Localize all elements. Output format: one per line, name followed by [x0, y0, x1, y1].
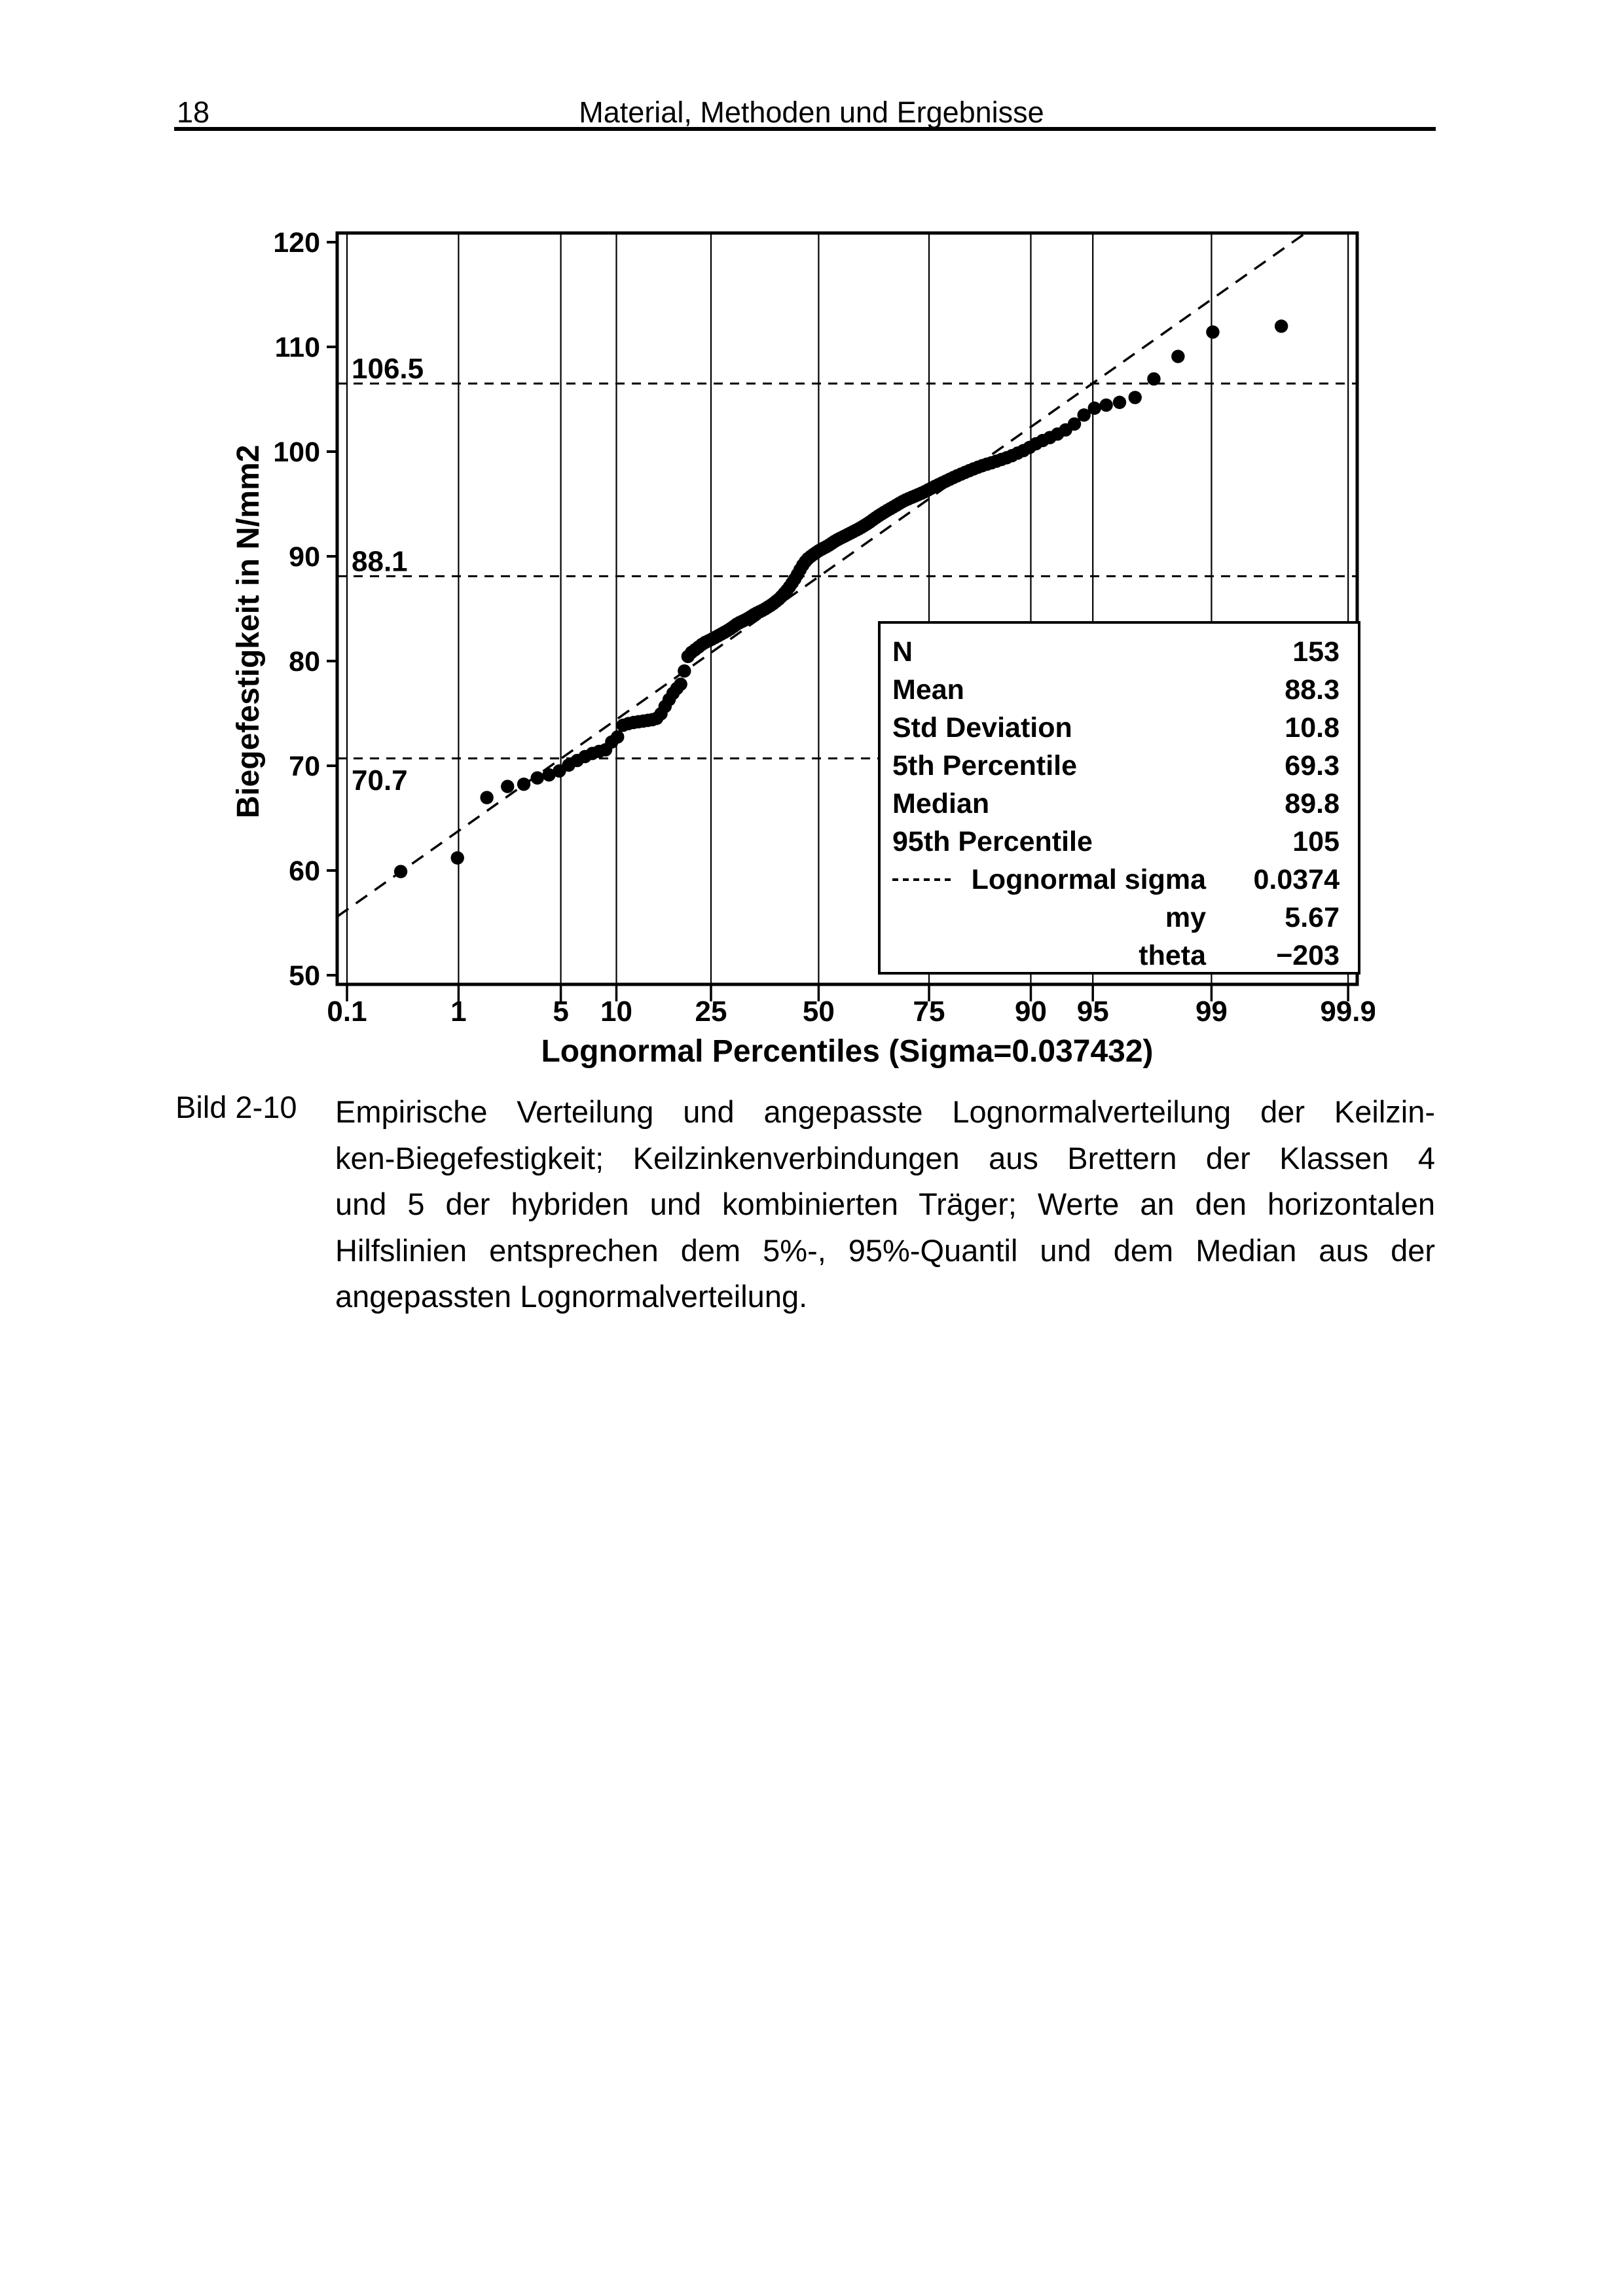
data-point	[1087, 401, 1101, 415]
caption-line: Hilfslinien entsprechen dem 5%-, 95%-Qua…	[335, 1232, 1435, 1268]
y-tick-label: 50	[289, 960, 320, 992]
x-tick-label: 99	[1195, 996, 1228, 1028]
legend-value: 105	[1292, 826, 1340, 857]
caption-line: ken-Biegefestigkeit; Keilzinkenverbindun…	[335, 1140, 1435, 1175]
guide-line-label: 70.7	[352, 764, 408, 797]
page-number: 18	[177, 96, 210, 129]
legend-label: Lognormal sigma	[972, 864, 1207, 895]
plot-frame	[335, 231, 1359, 986]
page-header-title: Material, Methoden und Ergebnisse	[579, 96, 1044, 129]
caption-line: angepassten Lognormalverteilung.	[335, 1279, 808, 1314]
legend-label: theta	[1139, 940, 1207, 971]
data-point	[393, 865, 408, 878]
x-tick-label: 25	[695, 996, 727, 1028]
x-axis-title: Lognormal Percentiles (Sigma=0.037432)	[541, 1034, 1153, 1069]
data-point	[530, 771, 544, 785]
legend-label: Median	[892, 788, 989, 819]
data-point	[1171, 350, 1185, 363]
caption-line: und 5 der hybriden und kombinierten Träg…	[335, 1187, 1435, 1221]
legend-label: 95th Percentile	[892, 826, 1093, 857]
y-tick-label: 110	[275, 332, 320, 363]
fitted-lognormal-line	[336, 232, 1307, 918]
guide-line-label: 106.5	[352, 353, 424, 385]
x-tick-label: 50	[803, 996, 835, 1028]
data-point	[1128, 391, 1142, 404]
y-tick-label: 70	[289, 751, 320, 782]
legend-label: N	[892, 636, 913, 668]
lognormal-percentile-chart: 50 60 70 80 90 100 110 120 0.1 1 5 10 25 50 75 90 95 99 99…	[231, 227, 1375, 1069]
y-tick-label: 80	[289, 646, 320, 677]
legend-label: Mean	[892, 674, 964, 706]
data-point	[1112, 395, 1127, 409]
x-tick-label: 10	[600, 996, 632, 1028]
data-point	[480, 791, 494, 804]
legend-label: 5th Percentile	[892, 750, 1077, 781]
legend-value: 10.8	[1285, 712, 1340, 744]
x-tick-label: 95	[1077, 996, 1109, 1028]
caption-line: Empirische Verteilung und angepasste Log…	[335, 1094, 1435, 1129]
legend-label: my	[1165, 902, 1206, 933]
x-tick-label: 90	[1015, 996, 1047, 1028]
data-point	[674, 677, 687, 691]
header-rule	[174, 127, 1436, 131]
x-tick-label: 5	[553, 996, 568, 1028]
legend-value: −203	[1276, 940, 1340, 971]
legend-label: Std Deviation	[892, 712, 1072, 744]
x-tick-label: 75	[913, 996, 945, 1028]
legend-value: 0.0374	[1253, 864, 1340, 895]
y-tick-label: 90	[289, 541, 320, 573]
data-point	[1067, 417, 1082, 431]
data-point	[542, 768, 556, 782]
y-tick-label: 120	[273, 227, 320, 259]
legend-value: 5.67	[1285, 902, 1340, 933]
legend-value: 89.8	[1285, 788, 1340, 819]
y-axis-title: Biegefestigkeit in N/mm2	[231, 445, 266, 819]
x-tick-label: 0.1	[327, 996, 367, 1028]
data-point	[1274, 319, 1288, 333]
y-tick-label: 60	[289, 855, 320, 887]
data-point	[1147, 372, 1161, 386]
guide-line-label: 88.1	[352, 545, 408, 577]
data-point	[1077, 408, 1091, 422]
y-tick-label: 100	[273, 437, 320, 468]
data-point	[611, 730, 625, 744]
figure-caption: Empirische Verteilung und angepasste Log…	[335, 1089, 1435, 1320]
data-point	[1206, 325, 1220, 339]
figure-caption-label: Bild 2-10	[175, 1090, 297, 1124]
x-tick-label: 1	[450, 996, 466, 1028]
legend-value: 153	[1292, 636, 1340, 668]
data-point	[501, 780, 515, 793]
data-point	[517, 777, 531, 791]
legend-box	[878, 621, 1360, 975]
legend-value: 88.3	[1285, 674, 1340, 706]
data-point	[450, 851, 464, 865]
legend-value: 69.3	[1285, 750, 1340, 781]
data-point	[1099, 398, 1113, 412]
data-point	[678, 664, 691, 678]
x-tick-label: 99.9	[1320, 996, 1375, 1028]
